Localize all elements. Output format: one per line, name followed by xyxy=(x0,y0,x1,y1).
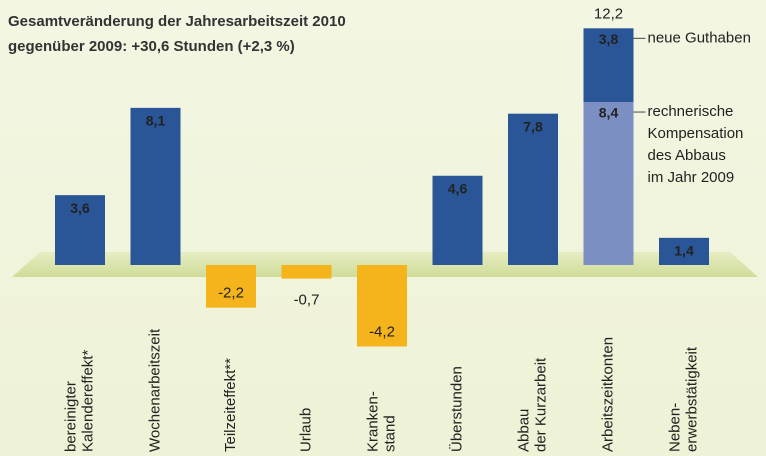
x-tick-label: Wochenarbeitszeit xyxy=(146,328,163,452)
value-label: 7,8 xyxy=(523,118,543,134)
value-label: 8,1 xyxy=(146,113,166,129)
bar xyxy=(357,265,407,347)
x-tick-label: Neben-erwerbstätigkeit xyxy=(666,346,700,452)
x-tick-label-line: Kalendereffekt* xyxy=(79,350,96,452)
value-label: -2,2 xyxy=(218,285,244,302)
x-tick-label-line: Neben- xyxy=(666,403,683,452)
bar xyxy=(55,195,105,265)
bar xyxy=(432,175,483,265)
annotation: neue Guthaben xyxy=(648,29,751,46)
chart-title: Gesamtveränderung der Jahresarbeitszeit … xyxy=(8,13,346,30)
annotation: rechnerische xyxy=(648,103,734,120)
bar-segment xyxy=(583,102,634,265)
x-tick-label-line: bereinigter xyxy=(62,381,79,452)
annotation: des Abbaus xyxy=(648,147,726,164)
value-label: -0,7 xyxy=(294,292,320,309)
x-tick-label: Abbauder Kurzarbeit xyxy=(515,357,549,452)
x-tick-label-line: Kranken- xyxy=(364,391,381,452)
x-tick-label-line: Wochenarbeitszeit xyxy=(146,328,163,452)
bar xyxy=(130,107,181,265)
bar xyxy=(281,265,332,279)
bar xyxy=(206,265,256,308)
bar xyxy=(659,237,709,265)
x-tick-label-line: erwerbstätigkeit xyxy=(683,346,700,452)
value-label: 4,6 xyxy=(448,180,468,196)
annotation: im Jahr 2009 xyxy=(648,169,735,186)
x-tick-label-line: Teilzeiteffekt** xyxy=(222,358,239,452)
value-label: 3,6 xyxy=(70,200,90,216)
annotation: Kompensation xyxy=(648,125,744,142)
x-tick-label-line: stand xyxy=(381,415,398,452)
x-tick-label-line: der Kurzarbeit xyxy=(532,357,549,452)
value-label: 3,8 xyxy=(599,31,619,47)
chart-title: gegenüber 2009: +30,6 Stunden (+2,3 %) xyxy=(8,38,295,55)
x-tick-label-line: Überstunden xyxy=(447,366,465,452)
x-tick-label: Teilzeiteffekt** xyxy=(222,358,239,452)
x-tick-label-line: Abbau xyxy=(515,409,532,452)
x-tick-label: Urlaub xyxy=(297,408,314,452)
x-tick-label: Kranken-stand xyxy=(364,391,398,452)
value-label: 1,4 xyxy=(674,243,694,259)
value-label: -4,2 xyxy=(369,323,395,340)
x-tick-label-line: Arbeitszeitkonten xyxy=(599,337,616,452)
x-tick-label: bereinigterKalendereffekt* xyxy=(62,350,96,452)
total-label: 12,2 xyxy=(594,5,623,22)
bar xyxy=(508,113,558,266)
x-tick-label: Überstunden xyxy=(447,366,465,452)
value-label: 8,4 xyxy=(599,105,619,121)
floor xyxy=(12,252,758,277)
x-tick-label-line: Urlaub xyxy=(297,408,314,452)
x-tick-label: Arbeitszeitkonten xyxy=(599,337,616,452)
bar-segment xyxy=(583,28,634,103)
